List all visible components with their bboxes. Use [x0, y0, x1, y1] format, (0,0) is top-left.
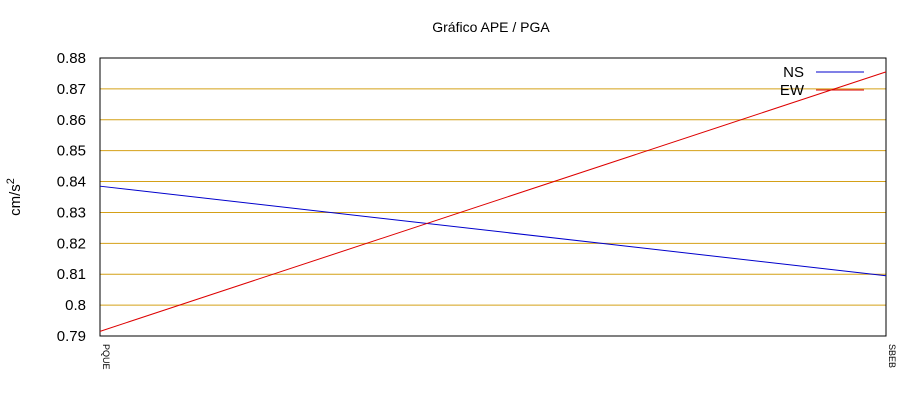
- x-tick-label: PQUE: [101, 344, 111, 370]
- y-tick-label: 0.88: [57, 50, 86, 67]
- series-line-ew: [99, 71, 887, 332]
- x-axis-ticks: PQUE SBEB: [101, 344, 897, 370]
- y-axis-label-base: cm/s: [7, 184, 24, 216]
- y-axis-ticks: 0.79 0.8 0.81 0.82 0.83 0.84 0.85 0.86 0.87 0.88: [57, 50, 86, 345]
- legend-label-ns: NS: [783, 64, 804, 81]
- y-axis-label: cm/s2: [5, 178, 24, 216]
- y-tick-label: 0.8: [65, 297, 86, 314]
- y-tick-label: 0.79: [57, 328, 86, 345]
- y-tick-label: 0.84: [57, 174, 86, 191]
- legend-label-ew: EW: [780, 82, 805, 99]
- y-tick-label: 0.81: [57, 266, 86, 283]
- y-tick-label: 0.83: [57, 204, 86, 221]
- y-axis-label-superscript: 2: [5, 178, 17, 184]
- y-tick-label: 0.87: [57, 81, 86, 98]
- y-tick-label: 0.85: [57, 143, 86, 160]
- series-lines: [99, 71, 887, 332]
- series-line-ns: [99, 185, 887, 277]
- plot-frame: [99, 57, 887, 337]
- y-tick-label: 0.82: [57, 235, 86, 252]
- x-tick-label: SBEB: [887, 344, 897, 368]
- grid-lines: [100, 88, 886, 306]
- chart-title: Gráfico APE / PGA: [432, 19, 550, 35]
- y-tick-label: 0.86: [57, 112, 86, 129]
